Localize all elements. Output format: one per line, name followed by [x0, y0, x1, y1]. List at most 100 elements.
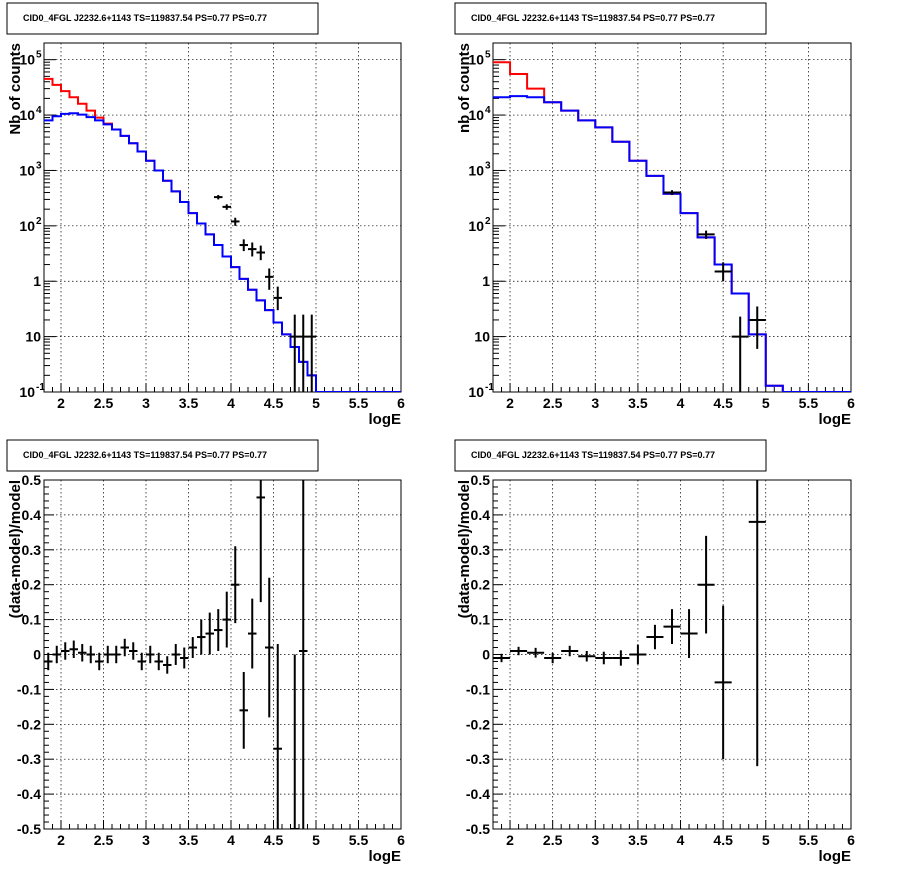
title-frame [6, 439, 319, 472]
y-tick-label: 10 [468, 52, 484, 68]
residual-point [231, 546, 240, 624]
series-step-line [44, 112, 401, 392]
y-tick-label: 0.3 [22, 542, 42, 558]
residual-point [61, 642, 70, 660]
y-tick-label: -0.2 [17, 716, 41, 732]
residual-point [129, 642, 138, 660]
y-tick-exponent: 4 [36, 105, 42, 116]
residual-point [44, 652, 53, 671]
y-tick-label: -0.1 [466, 681, 490, 697]
y-tick-exponent: 3 [36, 160, 42, 171]
x-tick-label: 3 [142, 832, 150, 848]
y-tick-label: 10 [19, 384, 35, 400]
data-point [663, 190, 681, 196]
residual-point [299, 480, 308, 829]
residual-point [188, 637, 197, 658]
chart-top-left: CID0_4FGL J2232.6+1143 TS=119837.54 PS=0… [6, 2, 405, 428]
x-tick-label: 5 [312, 395, 320, 411]
chart-bottom-right: CID0_4FGL J2232.6+1143 TS=119837.54 PS=0… [454, 439, 855, 865]
grid [493, 43, 851, 392]
residual-point [663, 609, 681, 645]
y-axis-title: (data-model)/model [456, 480, 473, 618]
y-tick-label: 10 [19, 218, 35, 234]
y-tick-label: 10 [19, 162, 35, 178]
chart-title-box: CID0_4FGL J2232.6+1143 TS=119837.54 PS=0… [454, 439, 767, 472]
x-tick-label: 3 [591, 832, 599, 848]
y-tick-label: 1 [482, 273, 490, 289]
y-tick-label: -0.4 [466, 786, 490, 802]
y-axis-title: nb of counts [456, 43, 473, 133]
chart-title-box: CID0_4FGL J2232.6+1143 TS=119837.54 PS=0… [6, 439, 319, 472]
plot-frame [43, 479, 402, 830]
y-tick-exponent: 2 [485, 216, 491, 227]
x-tick-label: 4 [227, 832, 235, 848]
y-tick-exponent: 5 [36, 50, 42, 61]
series-step-line [493, 95, 851, 392]
y-tick-label: -0.3 [17, 751, 41, 767]
residual-point [578, 651, 596, 662]
chart-title-box: CID0_4FGL J2232.6+1143 TS=119837.54 PS=0… [6, 2, 319, 35]
series-step-line [493, 61, 851, 392]
data-point [265, 268, 274, 290]
data-point [731, 316, 749, 392]
residual-point [78, 644, 87, 662]
x-tick-label: 5 [762, 395, 770, 411]
data-point [222, 204, 231, 210]
data-point [273, 286, 282, 311]
data-layer [493, 480, 766, 767]
data-point [299, 314, 308, 392]
x-tick-label: 4.5 [713, 832, 733, 848]
y-tick-label: -0.4 [17, 786, 41, 802]
x-tick-label: 5 [312, 832, 320, 848]
x-tick-label: 4 [227, 395, 235, 411]
y-tick-label: 10 [468, 162, 484, 178]
residual-point [527, 647, 545, 658]
x-tick-label: 4 [677, 832, 685, 848]
grid [44, 480, 401, 829]
residual-point [103, 645, 112, 664]
residual-point [612, 650, 630, 666]
y-tick-label: -0.5 [466, 821, 490, 837]
x-tick-label: 6 [847, 395, 855, 411]
y-tick-exponent: 4 [485, 105, 491, 116]
residual-point [748, 480, 766, 767]
y-tick-label: 10 [468, 107, 484, 123]
title-frame [6, 2, 319, 35]
residual-point [146, 645, 155, 664]
data-layer [44, 77, 401, 392]
residual-point [629, 644, 647, 665]
axes-ticks [492, 42, 852, 393]
residual-point [256, 480, 265, 603]
residual-point [239, 671, 248, 749]
residual-point [171, 644, 180, 665]
y-tick-exponent: 2 [36, 216, 42, 227]
y-tick-exponent: -1 [36, 382, 45, 393]
y-tick-label: -0.5 [17, 821, 41, 837]
chart-title-box: CID0_4FGL J2232.6+1143 TS=119837.54 PS=0… [454, 2, 767, 35]
y-axis-title: Nb of counts [7, 43, 24, 135]
residual-point [290, 654, 299, 829]
data-layer [493, 61, 851, 392]
x-tick-label: 2.5 [543, 832, 563, 848]
residual-point [493, 653, 511, 663]
grid [44, 43, 401, 392]
x-tick-label: 4.5 [264, 395, 284, 411]
data-point [231, 217, 240, 226]
residual-point [86, 645, 95, 664]
y-tick-label: 10 [474, 329, 490, 345]
y-tick-label: 0.2 [471, 577, 491, 593]
residual-point [112, 645, 121, 664]
y-tick-label: 0.5 [471, 472, 491, 488]
plot-frame [43, 42, 402, 393]
x-tick-label: 5.5 [349, 832, 369, 848]
data-point [714, 262, 732, 282]
y-tick-label: 0.1 [471, 612, 491, 628]
title-frame [454, 439, 767, 472]
y-tick-label: -0.1 [17, 681, 41, 697]
x-tick-label: 4.5 [264, 832, 284, 848]
chart-title: CID0_4FGL J2232.6+1143 TS=119837.54 PS=0… [471, 13, 715, 23]
y-tick-exponent: 5 [485, 50, 491, 61]
residual-point [265, 577, 274, 718]
x-axis-title: logE [819, 411, 852, 428]
axes-ticks [43, 42, 402, 393]
